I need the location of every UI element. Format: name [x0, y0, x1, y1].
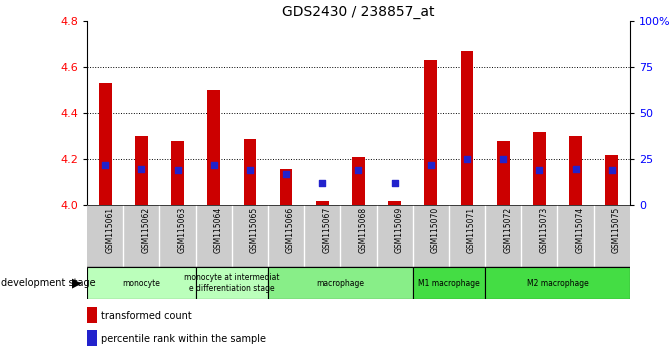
Title: GDS2430 / 238857_at: GDS2430 / 238857_at [282, 5, 435, 19]
Bar [316, 201, 328, 205]
Text: GSM115066: GSM115066 [286, 207, 295, 253]
Bar [533, 132, 545, 205]
Bar [87, 330, 97, 346]
Point [172, 167, 183, 173]
Point [100, 162, 111, 168]
Point [570, 166, 581, 171]
Bar [570, 136, 582, 205]
Text: GSM115070: GSM115070 [431, 207, 440, 253]
Point [208, 162, 219, 168]
Text: GSM115075: GSM115075 [612, 207, 620, 253]
Point [245, 167, 255, 173]
Text: development stage: development stage [1, 278, 95, 288]
Bar [425, 60, 437, 205]
Bar [352, 157, 364, 205]
Bar [244, 138, 256, 205]
Text: percentile rank within the sample: percentile rank within the sample [101, 333, 266, 344]
Bar [135, 136, 147, 205]
Text: ▶: ▶ [72, 277, 82, 290]
Text: GSM115062: GSM115062 [141, 207, 150, 253]
Bar [87, 307, 97, 324]
Bar [87, 267, 196, 299]
Point [353, 167, 364, 173]
Bar [389, 201, 401, 205]
Bar [413, 267, 485, 299]
Text: monocyte at intermediat
e differentiation stage: monocyte at intermediat e differentiatio… [184, 274, 279, 293]
Text: GSM115067: GSM115067 [322, 207, 331, 253]
Bar [280, 169, 292, 205]
Text: transformed count: transformed count [101, 310, 192, 321]
Point [317, 181, 328, 186]
Text: GSM115065: GSM115065 [250, 207, 259, 253]
Point [606, 167, 617, 173]
Text: GSM115068: GSM115068 [358, 207, 367, 253]
Text: macrophage: macrophage [316, 279, 364, 288]
Bar [172, 141, 184, 205]
Bar [461, 51, 473, 205]
Point [136, 166, 147, 171]
Text: M1 macrophage: M1 macrophage [418, 279, 480, 288]
Point [389, 181, 400, 186]
Text: GSM115071: GSM115071 [467, 207, 476, 253]
Bar [268, 267, 413, 299]
Point [498, 156, 509, 162]
Point [281, 171, 291, 177]
Text: GSM115072: GSM115072 [503, 207, 512, 253]
Text: GSM115064: GSM115064 [214, 207, 222, 253]
Bar [485, 267, 630, 299]
Text: GSM115069: GSM115069 [395, 207, 403, 253]
Text: monocyte: monocyte [123, 279, 160, 288]
Bar [606, 155, 618, 205]
Text: GSM115061: GSM115061 [105, 207, 114, 253]
Text: GSM115073: GSM115073 [539, 207, 548, 253]
Point [462, 156, 472, 162]
Bar [497, 141, 509, 205]
Point [425, 162, 436, 168]
Text: M2 macrophage: M2 macrophage [527, 279, 588, 288]
Bar [208, 90, 220, 205]
Point [534, 167, 545, 173]
Text: GSM115074: GSM115074 [576, 207, 584, 253]
Text: GSM115063: GSM115063 [178, 207, 186, 253]
Bar [196, 267, 268, 299]
Bar [99, 83, 111, 205]
